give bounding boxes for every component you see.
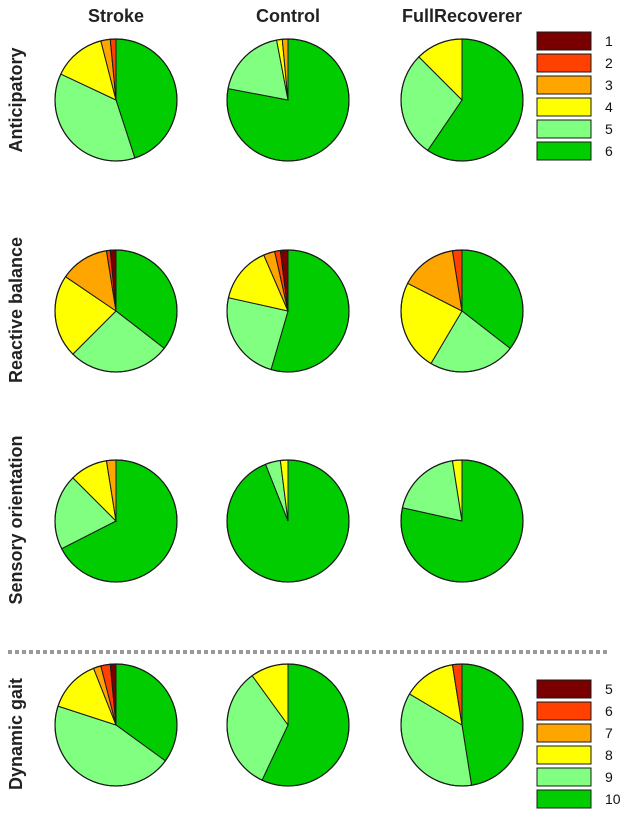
legend-label-3: 3 xyxy=(605,77,613,93)
legend-label-8: 8 xyxy=(605,747,613,763)
pie-dynamic-gait-stroke xyxy=(54,663,178,787)
column-title-stroke: Stroke xyxy=(88,6,144,26)
pie-outline xyxy=(54,38,178,162)
row-title-reactive-balance: Reactive balance xyxy=(6,237,26,383)
pie-anticipatory-fullrecoverer xyxy=(400,38,524,162)
legend-label-5: 5 xyxy=(605,681,613,697)
pie-outline xyxy=(54,663,178,787)
legend-swatch-9 xyxy=(536,767,592,787)
legend-label-9: 9 xyxy=(605,769,613,785)
pie-reactive-balance-control xyxy=(226,249,350,373)
pie-dynamic-gait-fullrecoverer xyxy=(400,663,524,787)
row-title-anticipatory: Anticipatory xyxy=(6,47,26,152)
column-titles: Stroke Control FullRecoverer xyxy=(88,6,522,26)
legend-top: 1 2 3 4 5 6 xyxy=(536,31,613,161)
legend-swatch-2 xyxy=(536,53,592,73)
legend-label-10: 10 xyxy=(605,791,621,807)
legend-swatch-3 xyxy=(536,75,592,95)
legend-swatch-10 xyxy=(536,789,592,809)
pie-outline xyxy=(226,249,350,373)
pie-outline xyxy=(400,663,524,787)
legend-bottom: 5 6 7 8 9 10 xyxy=(536,679,621,809)
pie-outline xyxy=(54,249,178,373)
legend-label-5: 5 xyxy=(605,121,613,137)
row-title-dynamic-gait: Dynamic gait xyxy=(6,678,26,790)
legend-label-7: 7 xyxy=(605,725,613,741)
pie-outline xyxy=(400,249,524,373)
legends: 1 2 3 4 5 6 5 6 7 8 9 10 xyxy=(536,31,621,809)
pie-outline xyxy=(400,38,524,162)
pie-sensory-orientation-fullrecoverer xyxy=(400,459,524,583)
row-titles: Anticipatory Reactive balance Sensory or… xyxy=(6,47,26,790)
legend-swatch-1 xyxy=(536,31,592,51)
legend-swatch-5 xyxy=(536,679,592,699)
pie-reactive-balance-fullrecoverer xyxy=(400,249,524,373)
legend-swatch-7 xyxy=(536,723,592,743)
pie-reactive-balance-stroke xyxy=(54,249,178,373)
pie-outline xyxy=(400,459,524,583)
pie-anticipatory-stroke xyxy=(54,38,178,162)
pie-sensory-orientation-control xyxy=(226,459,350,583)
legend-swatch-4 xyxy=(536,97,592,117)
pie-outline xyxy=(54,459,178,583)
legend-label-4: 4 xyxy=(605,99,613,115)
pie-outline xyxy=(226,663,350,787)
legend-swatch-6 xyxy=(536,141,592,161)
legend-label-6: 6 xyxy=(605,703,613,719)
row-title-sensory-orientation: Sensory orientation xyxy=(6,435,26,604)
pie-grid xyxy=(54,38,524,787)
legend-label-6: 6 xyxy=(605,143,613,159)
column-title-fullrecoverer: FullRecoverer xyxy=(402,6,522,26)
column-title-control: Control xyxy=(256,6,320,26)
legend-swatch-8 xyxy=(536,745,592,765)
pie-dynamic-gait-control xyxy=(226,663,350,787)
legend-label-2: 2 xyxy=(605,55,613,71)
pie-outline xyxy=(226,459,350,583)
legend-swatch-5 xyxy=(536,119,592,139)
slice-dynamic-gait-fullrecoverer-level-10 xyxy=(461,663,524,786)
pie-outline xyxy=(226,38,350,162)
legend-swatch-6 xyxy=(536,701,592,721)
pie-anticipatory-control xyxy=(226,38,350,162)
pie-sensory-orientation-stroke xyxy=(54,459,178,583)
legend-label-1: 1 xyxy=(605,33,613,49)
